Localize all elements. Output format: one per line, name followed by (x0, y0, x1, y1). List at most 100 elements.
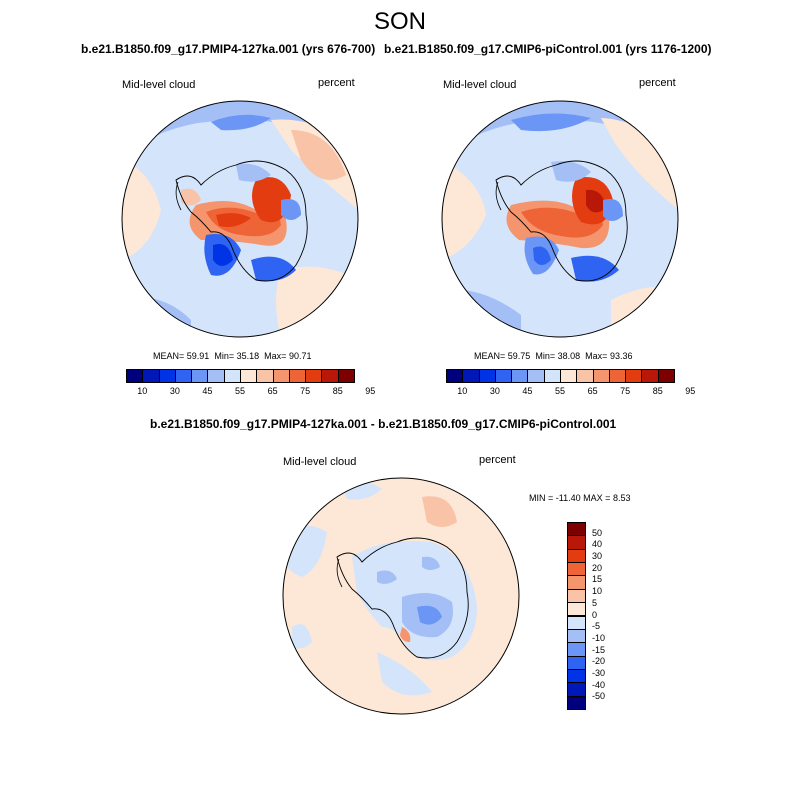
diff-colorbar-ticks: 50 40 30 20 15 10 5 0 -5 -10 -15 -20 -30 -40 -50 (592, 522, 622, 709)
panel1-mean-label: MEAN= (153, 351, 185, 361)
colorbar-tick-label: 30 (489, 386, 500, 396)
colorbar-tick-label: 10 (457, 386, 468, 396)
colorbar-tick-label: -30 (592, 667, 606, 678)
diff-units-label: percent (479, 454, 516, 466)
colorbar-box (288, 369, 307, 383)
panel2-min-value: 38.08 (557, 351, 581, 361)
colorbar-tick-label: 30 (169, 386, 180, 396)
panel2-units-label: percent (639, 77, 676, 89)
colorbar-box (657, 369, 675, 383)
colorbar-tick-label: -40 (592, 679, 606, 690)
colorbar-box (305, 369, 323, 383)
diff-polar-map (282, 477, 520, 715)
colorbar-box (511, 369, 529, 383)
panel2-mean-label: MEAN= (474, 351, 506, 361)
panel2-polar-map (441, 100, 679, 338)
panel1-variable-label: Mid-level cloud (122, 79, 196, 91)
panel2-colorbar (446, 369, 675, 383)
colorbar-box (567, 588, 586, 604)
panel1-min-label: Min= (214, 351, 235, 361)
colorbar-box (567, 535, 586, 550)
colorbar-tick-label: 15 (592, 574, 603, 585)
colorbar-box (567, 575, 586, 590)
diff-minmax: MIN = -11.40 MAX = 8.53 (529, 493, 630, 503)
colorbar-tick-label: -5 (592, 621, 601, 632)
colorbar-tick-label: 75 (620, 386, 631, 396)
panel1-max-value: 90.71 (288, 351, 312, 361)
colorbar-box (337, 369, 355, 383)
panel2-max-value: 93.36 (609, 351, 633, 361)
colorbar-tick-label: 55 (555, 386, 566, 396)
colorbar-tick-label: 85 (332, 386, 343, 396)
colorbar-box (321, 369, 339, 383)
colorbar-box (462, 369, 480, 383)
diff-colorbar (567, 522, 586, 710)
panel1-max-label: Max= (264, 351, 287, 361)
colorbar-box (567, 522, 586, 537)
panel2-colorbar-ticks: 10 30 45 55 65 75 85 95 (446, 386, 695, 398)
colorbar-tick-label: 30 (592, 551, 603, 562)
colorbar-box (191, 369, 209, 383)
colorbar-box (494, 369, 513, 383)
colorbar-box (567, 642, 586, 657)
panel2-title: b.e21.B1850.f09_g17.CMIP6-piControl.001 … (384, 42, 712, 56)
colorbar-tick-label: 95 (685, 386, 696, 396)
colorbar-tick-label: 85 (652, 386, 663, 396)
panel2-max-label: Max= (585, 351, 608, 361)
colorbar-box (567, 602, 586, 617)
colorbar-box (567, 562, 586, 577)
colorbar-tick-label: 20 (592, 562, 603, 573)
panel1-title: b.e21.B1850.f09_g17.PMIP4-127ka.001 (yrs… (81, 42, 376, 56)
panel1-colorbar-ticks: 10 30 45 55 65 75 85 95 (126, 386, 375, 398)
colorbar-tick-label: 45 (202, 386, 213, 396)
colorbar-tick-label: -50 (592, 691, 606, 702)
colorbar-box (543, 369, 561, 383)
colorbar-tick-label: 75 (300, 386, 311, 396)
colorbar-box (207, 369, 225, 383)
colorbar-tick-label: 55 (235, 386, 246, 396)
colorbar-tick-label: -10 (592, 632, 606, 643)
panel2-min-label: Min= (535, 351, 556, 361)
colorbar-tick-label: 40 (592, 539, 603, 550)
colorbar-box (567, 615, 586, 630)
panel1-colorbar (126, 369, 355, 383)
colorbar-box (158, 369, 176, 383)
colorbar-box (256, 369, 274, 383)
colorbar-box (560, 369, 578, 383)
panel1-stats: MEAN= 59.91 Min= 35.18 Max= 90.71 (153, 351, 311, 361)
colorbar-tick-label: 10 (137, 386, 148, 396)
panel1-mean-value: 59.91 (186, 351, 210, 361)
colorbar-box (576, 369, 594, 383)
diff-panel-title: b.e21.B1850.f09_g17.PMIP4-127ka.001 - b.… (150, 417, 617, 431)
colorbar-box (223, 369, 241, 383)
colorbar-tick-label: 65 (267, 386, 278, 396)
colorbar-box (142, 369, 160, 383)
colorbar-box (527, 369, 545, 383)
colorbar-box (592, 369, 610, 383)
panel1-polar-map (121, 100, 359, 338)
colorbar-box (567, 655, 586, 670)
colorbar-box (567, 682, 586, 697)
diff-min-value: -11.40 (555, 493, 581, 503)
diff-variable-label: Mid-level cloud (283, 456, 357, 468)
colorbar-box (567, 668, 586, 684)
colorbar-tick-label: 5 (592, 597, 598, 608)
colorbar-box (446, 369, 464, 383)
colorbar-tick-label: 65 (587, 386, 598, 396)
colorbar-box (478, 369, 496, 383)
panel2-stats: MEAN= 59.75 Min= 38.08 Max= 93.36 (474, 351, 632, 361)
colorbar-box (272, 369, 290, 383)
colorbar-box (625, 369, 643, 383)
colorbar-box (641, 369, 659, 383)
colorbar-box (608, 369, 627, 383)
diff-max-label: MAX = (583, 493, 611, 503)
figure-title-season: SON (373, 8, 426, 35)
colorbar-box (240, 369, 258, 383)
panel1-min-value: 35.18 (236, 351, 260, 361)
colorbar-box (567, 695, 586, 710)
panel2-mean-value: 59.75 (507, 351, 531, 361)
colorbar-box (174, 369, 193, 383)
colorbar-box (567, 548, 586, 564)
colorbar-tick-label: 50 (592, 527, 603, 538)
colorbar-tick-label: 10 (592, 586, 603, 597)
